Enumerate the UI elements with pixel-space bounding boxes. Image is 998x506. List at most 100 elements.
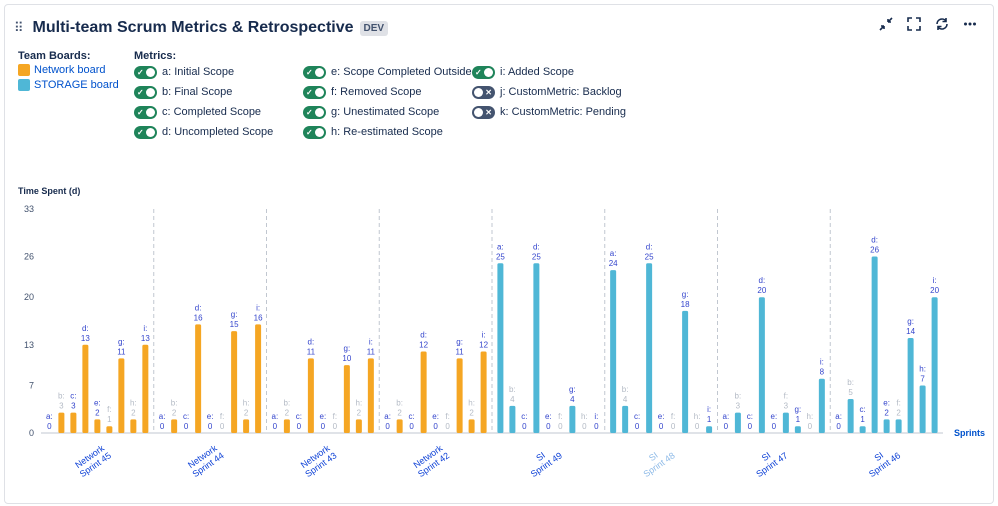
bar-g[interactable] xyxy=(794,426,801,433)
bar-c[interactable] xyxy=(859,426,866,433)
bar-e[interactable] xyxy=(94,419,101,433)
bar-g[interactable] xyxy=(231,331,238,433)
fullscreen-icon[interactable] xyxy=(906,16,922,32)
bar-d[interactable] xyxy=(307,358,314,433)
bar-f[interactable] xyxy=(106,426,113,433)
bar-b[interactable] xyxy=(171,419,178,433)
metric-toggle-item[interactable]: ✓ g: Unestimated Scope xyxy=(303,105,439,119)
data-label-key: h: xyxy=(468,398,475,407)
toggle-off-switch[interactable]: ✕ xyxy=(472,85,495,99)
metric-toggle-item[interactable]: ✓ e: Scope Completed Outside xyxy=(303,65,472,79)
bar-b[interactable] xyxy=(847,399,854,433)
bar-b[interactable] xyxy=(283,419,290,433)
bar-b[interactable] xyxy=(509,405,516,433)
toggle-on-switch[interactable]: ✓ xyxy=(303,125,326,139)
data-label-value: 4 xyxy=(510,395,515,404)
bar-h[interactable] xyxy=(468,419,475,433)
gadget-toolbar xyxy=(878,16,978,32)
bar-h[interactable] xyxy=(130,419,137,433)
bar-e[interactable] xyxy=(883,419,890,433)
bar-d[interactable] xyxy=(646,263,653,433)
data-label-key: i: xyxy=(369,337,373,346)
bar-b[interactable] xyxy=(396,419,403,433)
cross-icon: ✕ xyxy=(485,107,492,117)
bar-h[interactable] xyxy=(355,419,362,433)
refresh-icon[interactable] xyxy=(934,16,950,32)
toggle-on-switch[interactable]: ✓ xyxy=(134,85,157,99)
data-label-value: 0 xyxy=(671,422,676,431)
toggle-on-switch[interactable]: ✓ xyxy=(134,125,157,139)
data-label-value: 0 xyxy=(160,422,165,431)
bar-d[interactable] xyxy=(758,297,765,433)
gadget-header: ⠿ Multi-team Scrum Metrics & Retrospecti… xyxy=(14,14,389,42)
bar-g[interactable] xyxy=(343,365,350,433)
board-item-network[interactable]: Network board xyxy=(18,64,106,76)
bar-i[interactable] xyxy=(818,378,825,433)
metric-label: j: CustomMetric: Backlog xyxy=(500,86,622,98)
data-label-key: i: xyxy=(820,358,824,367)
toggle-off-switch[interactable]: ✕ xyxy=(472,105,495,119)
data-label-key: d: xyxy=(195,303,202,312)
bar-i[interactable] xyxy=(480,351,487,433)
bar-d[interactable] xyxy=(533,263,540,433)
data-label-key: e: xyxy=(320,412,327,421)
bar-g[interactable] xyxy=(907,337,914,433)
data-label-value: 11 xyxy=(455,347,464,356)
metric-toggle-item[interactable]: ✓ d: Uncompleted Scope xyxy=(134,125,273,139)
data-label-value: 0 xyxy=(659,422,664,431)
metric-toggle-item[interactable]: ✕ j: CustomMetric: Backlog xyxy=(472,85,622,99)
bar-b[interactable] xyxy=(734,412,741,433)
bar-i[interactable] xyxy=(255,324,262,433)
bar-g[interactable] xyxy=(569,405,576,433)
toggle-on-switch[interactable]: ✓ xyxy=(303,65,326,79)
y-tick-label: 20 xyxy=(24,292,34,302)
metric-toggle-item[interactable]: ✓ f: Removed Scope xyxy=(303,85,422,99)
data-label-value: 25 xyxy=(645,252,654,261)
bar-c[interactable] xyxy=(70,412,77,433)
bar-b[interactable] xyxy=(622,405,629,433)
metric-toggle-item[interactable]: ✕ k: CustomMetric: Pending xyxy=(472,105,626,119)
data-label-value: 0 xyxy=(808,422,813,431)
toggle-knob xyxy=(146,107,155,117)
toggle-on-switch[interactable]: ✓ xyxy=(303,85,326,99)
y-tick-label: 7 xyxy=(29,380,34,390)
toggle-on-switch[interactable]: ✓ xyxy=(134,105,157,119)
minimize-icon[interactable] xyxy=(878,16,894,32)
bar-h[interactable] xyxy=(243,419,250,433)
metric-toggle-item[interactable]: ✓ i: Added Scope xyxy=(472,65,574,79)
data-label-key: a: xyxy=(159,412,166,421)
board-item-storage[interactable]: STORAGE board xyxy=(18,79,119,91)
toggle-on-switch[interactable]: ✓ xyxy=(303,105,326,119)
bar-b[interactable] xyxy=(58,412,65,433)
bar-h[interactable] xyxy=(919,385,926,433)
drag-handle-icon[interactable]: ⠿ xyxy=(14,20,23,35)
bar-f[interactable] xyxy=(895,419,902,433)
boards-legend-title: Team Boards: xyxy=(18,50,91,62)
toggle-on-switch[interactable]: ✓ xyxy=(134,65,157,79)
metric-toggle-item[interactable]: ✓ h: Re-estimated Scope xyxy=(303,125,443,139)
bar-d[interactable] xyxy=(420,351,427,433)
bar-i[interactable] xyxy=(931,297,938,433)
bar-d[interactable] xyxy=(195,324,202,433)
data-label-key: h: xyxy=(243,398,250,407)
bar-d[interactable] xyxy=(871,256,878,433)
bar-d[interactable] xyxy=(82,344,89,433)
bar-a[interactable] xyxy=(497,263,504,433)
more-options-icon[interactable] xyxy=(962,16,978,32)
bar-a[interactable] xyxy=(610,270,617,433)
toggle-knob xyxy=(315,127,324,137)
bar-g[interactable] xyxy=(682,310,689,433)
bar-i[interactable] xyxy=(367,358,374,433)
metric-toggle-item[interactable]: ✓ c: Completed Scope xyxy=(134,105,261,119)
metric-toggle-item[interactable]: ✓ b: Final Scope xyxy=(134,85,232,99)
bar-g[interactable] xyxy=(456,358,463,433)
data-label-value: 3 xyxy=(59,402,64,411)
check-icon: ✓ xyxy=(137,107,144,117)
bar-f[interactable] xyxy=(782,412,789,433)
bar-i[interactable] xyxy=(706,426,713,433)
bar-g[interactable] xyxy=(118,358,125,433)
metric-toggle-item[interactable]: ✓ a: Initial Scope xyxy=(134,65,234,79)
bar-i[interactable] xyxy=(142,344,149,433)
toggle-on-switch[interactable]: ✓ xyxy=(472,65,495,79)
